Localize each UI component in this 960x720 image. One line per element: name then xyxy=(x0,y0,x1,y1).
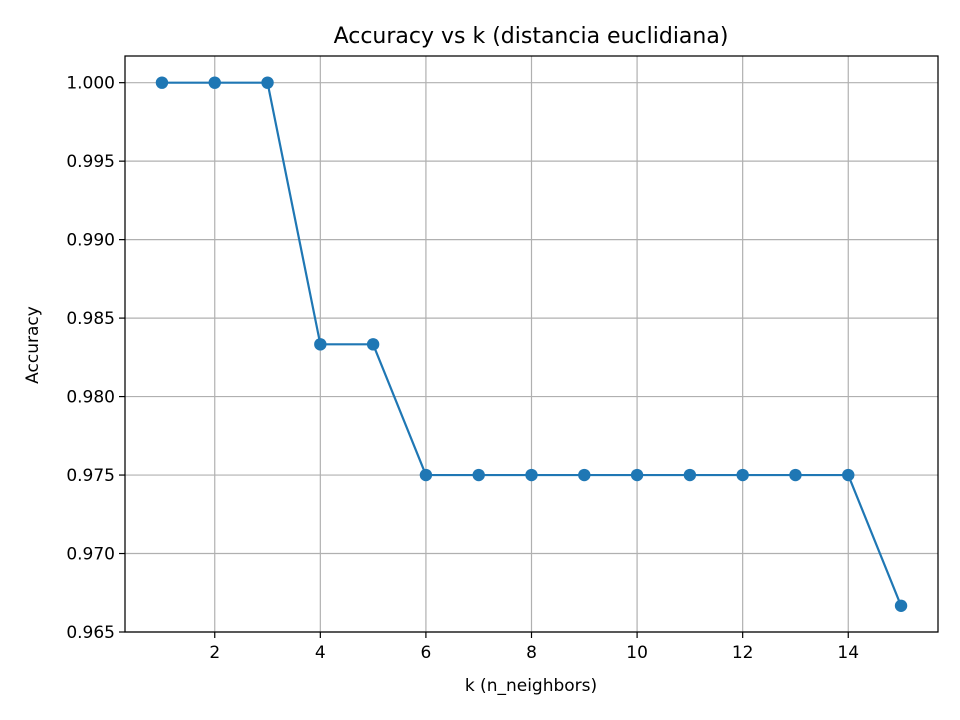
y-tick-label: 0.965 xyxy=(66,623,115,643)
data-point xyxy=(472,468,485,482)
data-point xyxy=(525,468,538,482)
x-axis-label: k (n_neighbors) xyxy=(465,676,597,696)
x-tick-label: 4 xyxy=(315,643,326,663)
data-point xyxy=(630,468,644,482)
y-tick-label: 0.990 xyxy=(66,231,115,251)
data-point xyxy=(736,468,749,482)
x-tick-label: 8 xyxy=(526,643,537,663)
data-point xyxy=(155,76,169,89)
y-tick-label: 0.970 xyxy=(66,545,115,565)
x-axis-ticks: 2 4 6 8 10 12 14 xyxy=(209,632,859,663)
y-axis-ticks: 0.965 0.970 0.975 0.980 0.985 0.990 0.995 1.000 xyxy=(66,74,125,643)
data-point xyxy=(208,76,221,89)
x-tick-label: 10 xyxy=(626,643,648,663)
data-point xyxy=(314,338,327,351)
y-tick-label: 0.975 xyxy=(66,466,115,486)
x-tick-label: 2 xyxy=(209,643,220,663)
y-tick-label: 0.985 xyxy=(66,309,115,329)
y-tick-label: 0.980 xyxy=(66,388,115,408)
x-tick-label: 12 xyxy=(732,643,754,663)
data-point xyxy=(894,599,908,612)
data-point xyxy=(366,338,380,351)
data-point xyxy=(789,468,802,482)
data-point xyxy=(419,468,433,482)
data-point xyxy=(683,468,697,482)
y-tick-label: 0.995 xyxy=(66,152,115,172)
x-tick-label: 14 xyxy=(837,643,859,663)
data-point xyxy=(261,76,274,89)
y-axis-label: Accuracy xyxy=(23,306,43,384)
y-tick-label: 1.000 xyxy=(66,74,115,94)
data-marker-layer xyxy=(155,76,908,612)
grid xyxy=(125,56,938,633)
x-tick-label: 6 xyxy=(421,643,432,663)
data-point xyxy=(578,468,591,482)
data-point xyxy=(842,468,855,482)
chart-title: Accuracy vs k (distancia euclidiana) xyxy=(334,24,729,49)
